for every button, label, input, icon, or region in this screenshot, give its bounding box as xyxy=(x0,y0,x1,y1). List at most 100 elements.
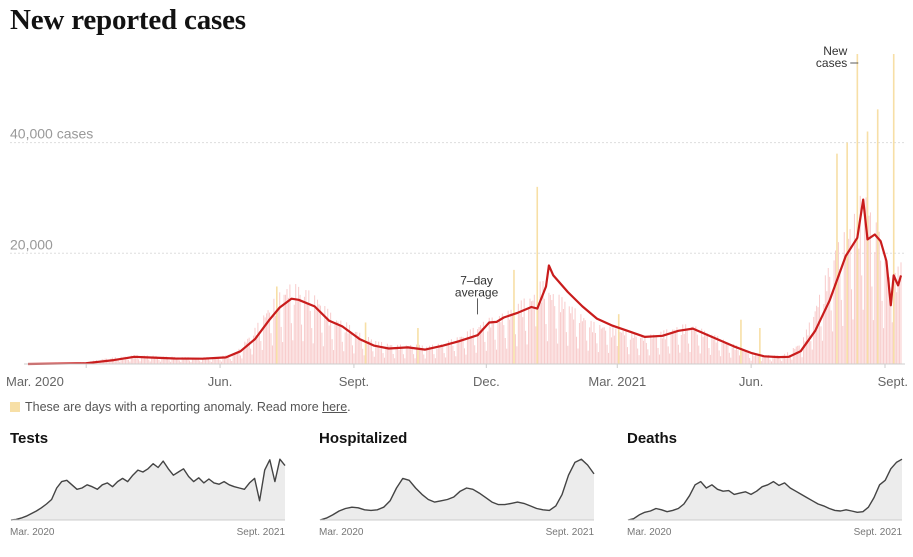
case-bar xyxy=(549,294,551,364)
case-bar xyxy=(168,360,170,364)
case-bar xyxy=(757,354,759,364)
case-bar xyxy=(402,354,404,364)
case-bar xyxy=(574,308,576,364)
case-bar xyxy=(258,331,260,364)
case-bar xyxy=(360,339,362,364)
case-bar xyxy=(158,359,160,364)
anomaly-bar xyxy=(417,328,419,364)
case-bar xyxy=(542,281,544,364)
case-bar xyxy=(587,350,589,364)
case-bar xyxy=(346,322,348,364)
case-bar xyxy=(837,242,839,364)
case-bar xyxy=(861,275,863,364)
case-bar xyxy=(228,354,230,364)
case-bar xyxy=(292,340,294,364)
deaths-title: Deaths xyxy=(627,430,678,447)
case-bar xyxy=(290,323,292,364)
case-bar xyxy=(167,358,169,364)
case-bar xyxy=(312,343,314,364)
hospitalized-chart: Mar. 2020 Sept. 2021 xyxy=(319,458,595,538)
case-bar xyxy=(391,345,393,364)
case-bar xyxy=(830,310,832,364)
case-bar xyxy=(737,350,739,364)
case-bar xyxy=(491,317,493,364)
case-bar xyxy=(497,319,499,364)
case-bar xyxy=(592,332,594,364)
case-bar xyxy=(295,284,297,364)
case-bar xyxy=(333,350,335,364)
case-bar xyxy=(461,336,463,364)
case-bar xyxy=(485,350,487,364)
case-bar xyxy=(347,333,349,364)
case-bar xyxy=(724,342,726,364)
case-bar xyxy=(624,335,626,364)
case-bar xyxy=(865,197,867,364)
case-bar xyxy=(433,354,435,364)
case-bar xyxy=(897,266,899,364)
mini-x-label-end: Sept. 2021 xyxy=(854,527,903,538)
case-bar xyxy=(315,306,317,364)
case-bar xyxy=(744,351,746,364)
case-bar xyxy=(519,313,521,364)
case-bar xyxy=(551,300,553,364)
case-bar xyxy=(663,330,665,364)
case-bar xyxy=(213,357,215,364)
case-bar xyxy=(251,354,253,364)
case-bar xyxy=(810,341,812,364)
case-bar xyxy=(386,343,388,364)
case-bar xyxy=(626,347,628,364)
case-bar xyxy=(218,358,220,364)
case-bar xyxy=(394,358,396,364)
anomaly-note: These are days with a reporting anomaly.… xyxy=(10,400,351,414)
case-bar xyxy=(439,346,441,364)
case-bar xyxy=(821,340,823,364)
case-bar xyxy=(855,239,857,364)
case-bar xyxy=(206,357,208,364)
case-bar xyxy=(843,232,845,364)
case-bar xyxy=(647,349,649,364)
case-bar xyxy=(580,314,582,364)
case-bar xyxy=(811,349,813,364)
case-bar xyxy=(520,300,522,364)
case-bar xyxy=(637,348,639,364)
case-bar xyxy=(635,336,637,364)
case-bar xyxy=(381,341,383,364)
case-bar xyxy=(337,321,339,364)
case-bar xyxy=(136,354,138,364)
case-bar xyxy=(379,347,381,364)
case-bar xyxy=(151,357,153,364)
case-bar xyxy=(753,356,755,364)
case-bar xyxy=(322,346,324,364)
case-bar xyxy=(382,353,384,364)
case-bar xyxy=(306,303,308,364)
case-bar xyxy=(722,339,724,364)
case-bar xyxy=(544,298,546,364)
case-bar xyxy=(261,349,263,364)
case-bar xyxy=(541,302,543,364)
case-bar xyxy=(415,344,417,364)
case-bar xyxy=(555,328,557,364)
case-bar xyxy=(594,332,596,364)
case-bar xyxy=(267,310,269,364)
case-bar xyxy=(199,360,201,364)
case-bar xyxy=(388,345,390,364)
case-bar xyxy=(704,330,706,364)
case-bar xyxy=(576,336,578,364)
case-bar xyxy=(263,315,265,364)
case-bar xyxy=(181,357,183,364)
new-cases-label-line-0: New xyxy=(823,44,847,58)
case-bar xyxy=(270,333,272,364)
case-bar xyxy=(466,331,468,364)
case-bar xyxy=(449,345,451,364)
case-bar xyxy=(746,351,748,364)
read-more-link[interactable]: here xyxy=(322,400,348,414)
anomaly-bar xyxy=(740,319,742,364)
case-bar xyxy=(302,341,304,364)
case-bar xyxy=(286,289,288,364)
case-bar xyxy=(832,331,834,364)
case-bar xyxy=(610,337,612,364)
case-bar xyxy=(608,352,610,364)
case-bar xyxy=(215,357,217,364)
case-bar xyxy=(383,357,385,364)
case-bar xyxy=(581,321,583,364)
